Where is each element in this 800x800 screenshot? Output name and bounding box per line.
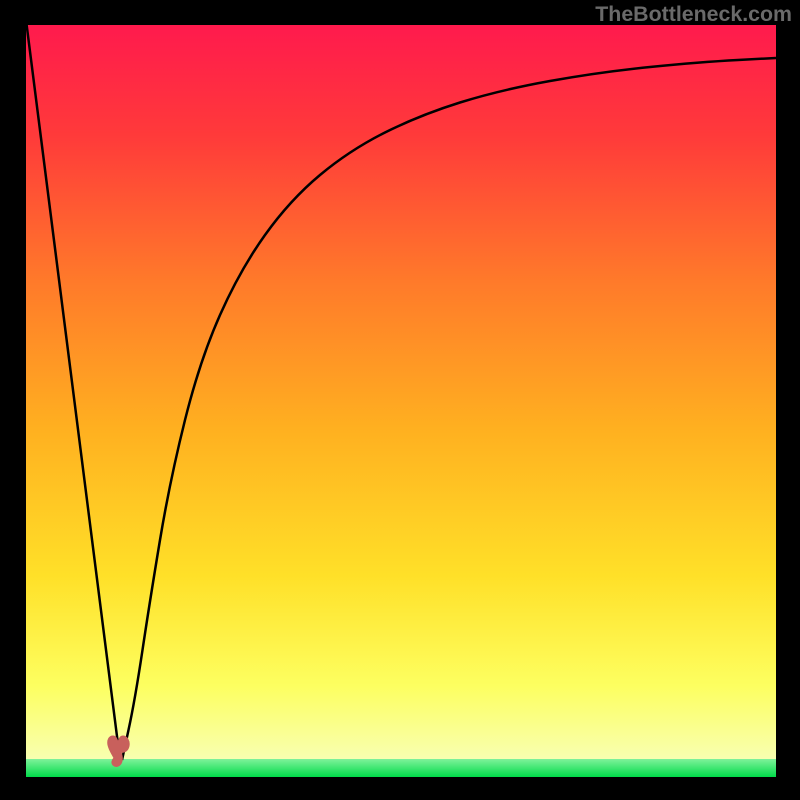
target-marker-icon [99, 728, 139, 768]
bottleneck-curve [0, 0, 800, 800]
chart-container: TheBottleneck.com [0, 0, 800, 800]
watermark-text: TheBottleneck.com [595, 2, 792, 27]
